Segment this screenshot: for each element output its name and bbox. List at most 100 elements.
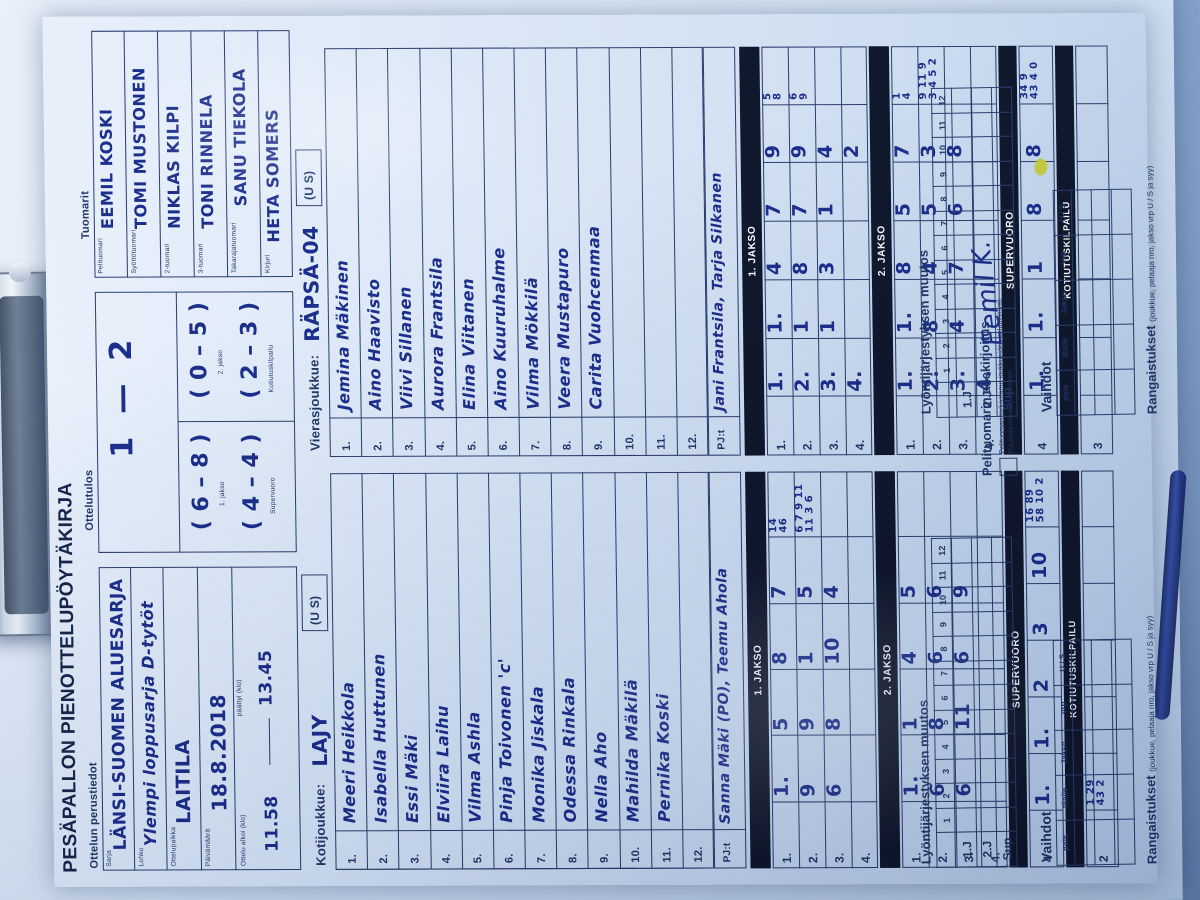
batting-order-cell[interactable]: [991, 537, 1012, 563]
score-cell: 6 7 9 11 11 3 6: [793, 483, 816, 533]
batting-order-cell[interactable]: [952, 611, 974, 637]
batting-order-col: 3: [935, 309, 956, 334]
batting-order-cell[interactable]: [952, 137, 973, 163]
substitutions-cell[interactable]: [1072, 729, 1094, 776]
substitutions-cell[interactable]: [1111, 684, 1133, 730]
substitutions-cell[interactable]: [1093, 774, 1115, 820]
roster-player-name: Nella Aho: [590, 731, 612, 823]
batting-order-cell[interactable]: [951, 537, 972, 563]
batting-order-title: Lyöntijärjestyksen muutos: [915, 249, 934, 415]
score-cell: 14 46: [767, 517, 790, 533]
batting-order-cell[interactable]: [973, 660, 994, 686]
batting-order-cell[interactable]: [975, 782, 997, 808]
result-supervuoro-label: Supervuoro: [269, 477, 278, 514]
batting-order-cell[interactable]: [992, 611, 1014, 636]
roster-number: 12.: [687, 433, 700, 450]
score-cell: 6 9: [788, 92, 810, 100]
score-cell: 9: [796, 717, 819, 731]
batting-order-cell[interactable]: [972, 136, 993, 162]
roster-number: 9.: [598, 853, 611, 863]
batting-order-cell[interactable]: [953, 636, 974, 662]
batting-order-cell[interactable]: [951, 112, 973, 138]
batting-order-cell[interactable]: [951, 87, 972, 113]
away-team-heading: Vierasjoukkue:: [306, 354, 323, 452]
batting-order-cell[interactable]: [954, 734, 976, 760]
home-us-label: (U S): [307, 595, 323, 626]
batting-order-cell[interactable]: [975, 758, 996, 784]
value-3tuomari: TONI RINNELA: [196, 94, 218, 229]
substitutions-cell[interactable]: [1114, 819, 1136, 865]
batting-order-cell[interactable]: [992, 586, 1013, 612]
batting-order-table[interactable]: 1 2 3 4 5 6 7 8 9 10 11 12 1.J 2.J Sup: [931, 537, 1018, 868]
substitutions-cell[interactable]: [1113, 774, 1135, 820]
batting-order-cell[interactable]: [991, 87, 1012, 113]
batting-order-cell[interactable]: [971, 87, 992, 113]
label-3tuomari: 3-tuomari: [197, 243, 205, 274]
substitutions-cell[interactable]: [1111, 639, 1132, 685]
label-syottotuomari: Syöttötuomari: [130, 229, 139, 274]
batting-order-cell[interactable]: [993, 660, 1014, 685]
batting-order-cell[interactable]: [973, 684, 995, 710]
batting-order-cell[interactable]: [971, 562, 993, 588]
batting-order-cell[interactable]: [953, 685, 975, 711]
batting-order-cell[interactable]: [952, 161, 974, 187]
substitutions-cell[interactable]: [1092, 729, 1114, 775]
batting-order-cell[interactable]: [951, 562, 973, 588]
batting-order-cell[interactable]: [993, 635, 1014, 661]
substitutions-cell[interactable]: [1074, 819, 1096, 866]
batting-order-col: 3: [935, 759, 956, 784]
batting-order-cell[interactable]: [952, 587, 973, 613]
score-cell: 1.: [764, 370, 788, 393]
batting-order-cell[interactable]: [994, 709, 1015, 734]
batting-order-cell[interactable]: [955, 783, 977, 808]
roster-number: 10.: [629, 846, 643, 863]
batting-order-cell[interactable]: [953, 186, 974, 212]
result-jakso2-value: ( 0 – 5 ): [186, 301, 213, 399]
value-pelituomari: EEMIL KOSKI: [96, 108, 118, 230]
batting-order-cell[interactable]: [956, 357, 977, 383]
substitutions-cell[interactable]: [1071, 639, 1092, 686]
substitutions-cell[interactable]: [1094, 819, 1116, 865]
section-referees-title: Tuomarit: [79, 190, 93, 240]
batting-order-cell[interactable]: [972, 586, 993, 612]
batting-order-cell[interactable]: [955, 308, 976, 334]
roster-number: 12.: [692, 846, 706, 863]
substitutions-cell[interactable]: [1071, 684, 1093, 731]
batting-order-cell[interactable]: [971, 112, 993, 138]
batting-order-cell[interactable]: [976, 807, 997, 833]
roster-player-name: Veera Mustapuro: [552, 247, 574, 410]
batting-order-cell[interactable]: [971, 537, 992, 563]
batting-order-cell[interactable]: [954, 709, 975, 735]
substitutions-cell[interactable]: [1073, 774, 1095, 821]
batting-order-cell[interactable]: [991, 111, 1013, 137]
batting-order-cell[interactable]: [953, 210, 974, 236]
batting-order-cell[interactable]: [995, 757, 1016, 783]
penalties-title: Rangaistukset (joukkue, pelaaja nro, jak…: [1142, 165, 1160, 415]
substitutions-cell[interactable]: [1091, 684, 1113, 730]
batting-order-cell[interactable]: [955, 333, 977, 358]
roster-number: 8.: [561, 440, 574, 451]
substitutions-table[interactable]: pois tilalle Jakso vrp U / S: [1053, 639, 1136, 866]
substitutions-col: pois: [1056, 820, 1076, 866]
substitutions-cell[interactable]: [1091, 639, 1112, 685]
batting-order-cell[interactable]: [991, 561, 1013, 587]
batting-order-cell[interactable]: [972, 611, 994, 637]
batting-order-cell[interactable]: [956, 807, 977, 833]
score-cell: 1.: [764, 312, 787, 334]
roster-number: 4.: [434, 440, 448, 451]
batting-order-cell[interactable]: [995, 782, 1017, 808]
batting-order-cell[interactable]: [955, 758, 976, 784]
batting-order-cell[interactable]: [993, 684, 1015, 710]
batting-order-cell[interactable]: [992, 136, 1013, 162]
away-pjt-value: Jani Frantsila, Tarja Silkanen: [708, 172, 728, 412]
batting-order-cell[interactable]: [974, 709, 995, 735]
score-cell: 1: [790, 319, 813, 334]
substitutions-cell[interactable]: [1112, 729, 1134, 775]
batting-order-cell[interactable]: [996, 806, 1017, 832]
batting-order-cell[interactable]: [973, 635, 994, 661]
value-kirjuri: HETA SOMERS: [262, 108, 284, 243]
batting-order-cell[interactable]: [994, 733, 1016, 759]
result-jakso1-label: 1. jakso: [218, 481, 227, 506]
batting-order-cell[interactable]: [953, 660, 974, 686]
batting-order-cell[interactable]: [974, 733, 996, 759]
